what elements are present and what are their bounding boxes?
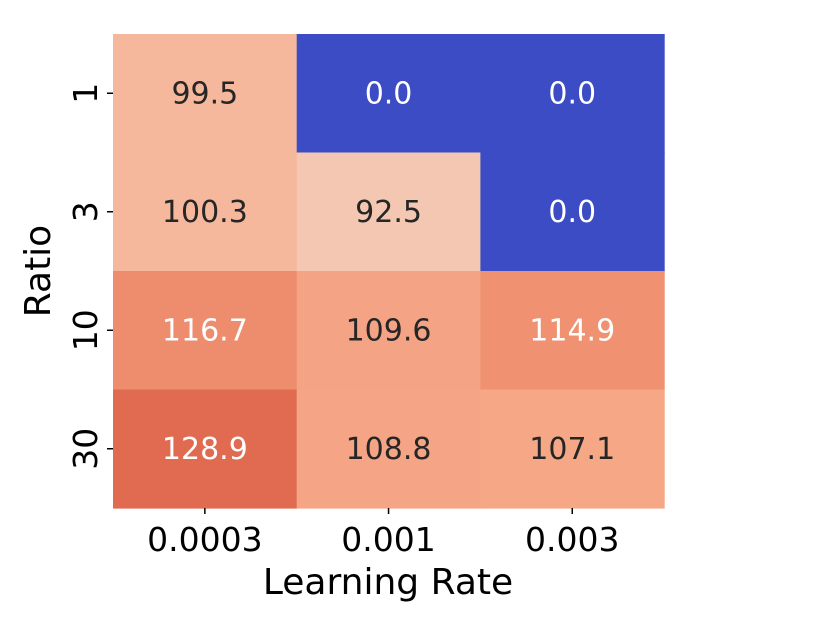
x-axis-label: Learning Rate bbox=[263, 562, 513, 603]
heatmap-cell-r2-c2 bbox=[480, 271, 665, 391]
x-tick-label: 0.003 bbox=[525, 520, 619, 559]
x-tick-label: 0.001 bbox=[341, 520, 435, 559]
heatmap-cell-r0-c0 bbox=[113, 34, 298, 154]
heatmap-cell-label: 100.3 bbox=[162, 195, 248, 230]
heatmap-cell-label: 109.6 bbox=[346, 313, 432, 348]
y-tick-label: 30 bbox=[66, 428, 105, 470]
heatmap-cell-label: 0.0 bbox=[365, 76, 413, 111]
heatmap-cell-label: 128.9 bbox=[162, 432, 248, 467]
heatmap-cell-r1-c2 bbox=[480, 152, 665, 272]
heatmap-cell-label: 114.9 bbox=[529, 313, 615, 348]
heatmap-cell-label: 107.1 bbox=[529, 432, 615, 467]
heatmap-cell-r0-c2 bbox=[480, 34, 665, 154]
heatmap-cell-r3-c0 bbox=[113, 389, 298, 509]
heatmap-cell-r2-c1 bbox=[296, 271, 481, 391]
y-tick-label: 1 bbox=[66, 83, 105, 104]
heatmap-cell-label: 116.7 bbox=[162, 313, 248, 348]
heatmap-cell-r0-c1 bbox=[296, 34, 481, 154]
y-tick-label: 10 bbox=[66, 309, 105, 351]
heatmap-cell-r2-c0 bbox=[113, 271, 298, 391]
y-tick-label: 3 bbox=[66, 201, 105, 222]
heatmap-cell-label: 108.8 bbox=[346, 432, 432, 467]
heatmap-cell-label: 0.0 bbox=[548, 195, 596, 230]
heatmap-cells: 99.5 0.0 0.0 100.3 92.5 0.0 116.7 109.6 114.9 128… bbox=[113, 34, 665, 509]
heatmap-cell-r3-c1 bbox=[296, 389, 481, 509]
heatmap-cell-label: 0.0 bbox=[548, 76, 596, 111]
y-axis-label: Ratio bbox=[18, 225, 59, 317]
y-axis-ticks: 1 3 10 30 bbox=[66, 83, 113, 470]
heatmap-cell-r1-c0 bbox=[113, 152, 298, 272]
heatmap-cell-r3-c2 bbox=[480, 389, 665, 509]
heatmap-cell-label: 92.5 bbox=[355, 195, 422, 230]
x-axis-ticks: 0.0003 0.001 0.003 bbox=[147, 508, 619, 559]
heatmap-cell-label: 99.5 bbox=[171, 76, 238, 111]
x-tick-label: 0.0003 bbox=[147, 520, 262, 559]
heatmap-cell-r1-c1 bbox=[296, 152, 481, 272]
